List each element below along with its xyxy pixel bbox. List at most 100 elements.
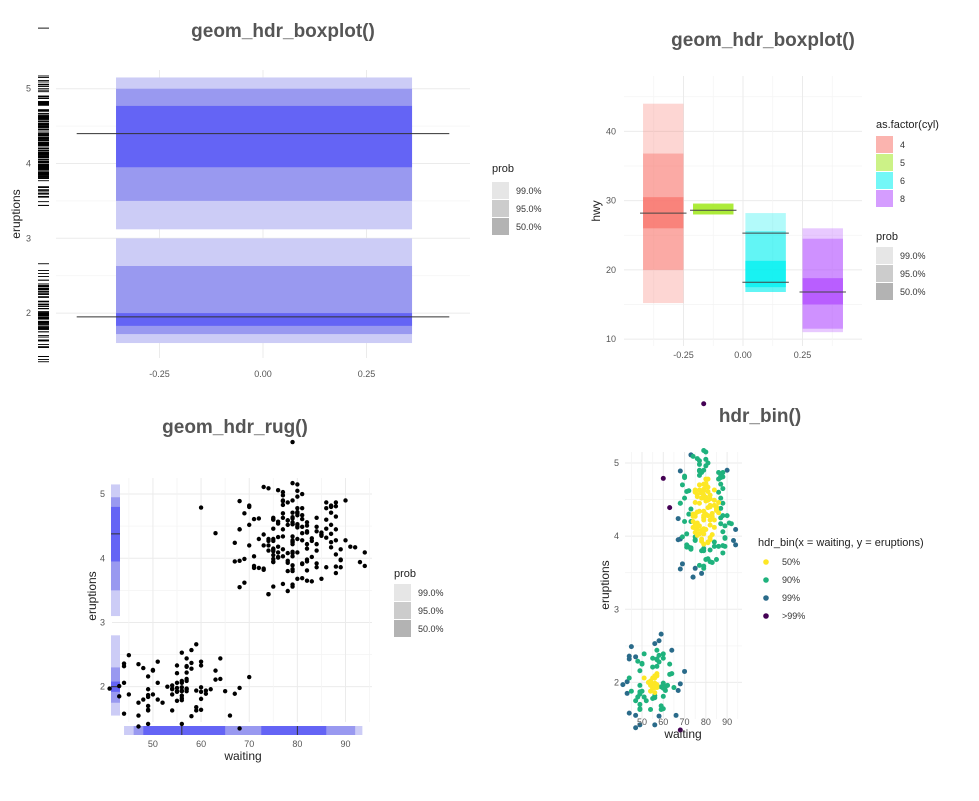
data-point-50% — [652, 690, 658, 696]
data-point — [150, 667, 156, 673]
data-point-99% — [692, 565, 698, 571]
data-point-50% — [707, 522, 713, 528]
data-point — [242, 511, 247, 516]
data-point-50% — [709, 513, 715, 519]
data-point — [309, 538, 315, 544]
data-point-50% — [713, 504, 719, 510]
data-point — [189, 647, 194, 653]
data-point — [299, 561, 305, 566]
data-point-90% — [696, 562, 702, 568]
data-point-90% — [654, 663, 660, 669]
data-point — [174, 685, 180, 691]
data-point — [198, 505, 204, 510]
data-point — [290, 510, 295, 515]
data-point-90% — [667, 661, 673, 667]
data-point-90% — [686, 488, 692, 494]
data-point-90% — [707, 547, 713, 553]
data-point — [179, 688, 185, 693]
data-point — [184, 678, 189, 684]
legend-label: 5 — [900, 158, 905, 168]
data-point — [174, 688, 180, 694]
legend-title: hdr_bin(x = waiting, y = eruptions) — [758, 537, 924, 549]
panel-1-title: geom_hdr_boxplot() — [191, 21, 375, 42]
data-point — [280, 502, 286, 508]
legend-key — [876, 136, 893, 153]
data-point — [352, 545, 358, 550]
data-point->99% — [701, 401, 707, 407]
legend-key — [394, 602, 411, 619]
data-point — [304, 546, 310, 551]
data-point-99% — [628, 644, 634, 650]
x-tick-label: 80 — [701, 717, 711, 727]
legend-label: 99.0% — [900, 251, 926, 261]
data-point — [304, 529, 310, 534]
data-point — [275, 550, 281, 555]
data-point-99% — [675, 687, 681, 693]
data-point-50% — [699, 536, 705, 542]
data-point — [319, 530, 324, 535]
data-point — [290, 541, 295, 547]
data-point — [271, 584, 276, 589]
data-point-90% — [650, 655, 656, 661]
data-point-90% — [701, 563, 707, 569]
data-point — [299, 524, 305, 529]
data-point — [247, 522, 252, 528]
data-point — [256, 565, 262, 571]
legend-key — [876, 283, 893, 300]
data-point — [242, 580, 247, 585]
data-point-50% — [701, 517, 707, 523]
x-tick-label: -0.25 — [673, 350, 694, 360]
y-tick-label: 3 — [100, 617, 105, 627]
legend-label: 95.0% — [516, 204, 542, 214]
hdr-region-50.0% — [116, 105, 413, 168]
data-point-90% — [639, 660, 645, 666]
data-point — [285, 588, 290, 594]
data-point — [117, 694, 122, 699]
data-point — [299, 531, 305, 536]
data-point — [266, 592, 271, 597]
data-point — [141, 697, 146, 702]
data-point — [237, 584, 242, 590]
data-point — [107, 686, 112, 691]
data-point — [256, 516, 262, 521]
legend-label: 90% — [782, 575, 800, 585]
data-point — [314, 515, 319, 521]
data-point — [242, 556, 247, 562]
data-point — [174, 698, 180, 704]
data-point — [290, 566, 295, 572]
data-point-90% — [696, 472, 702, 478]
data-point — [275, 488, 281, 493]
data-point-90% — [720, 500, 726, 506]
legend-title: prob — [394, 568, 416, 580]
data-point — [179, 685, 185, 690]
data-point-50% — [701, 531, 707, 537]
data-point-90% — [696, 461, 702, 467]
data-point — [309, 579, 315, 584]
data-point-50% — [707, 492, 713, 498]
data-point — [328, 503, 334, 508]
data-point — [295, 550, 300, 555]
legend-label: 99.0% — [418, 588, 444, 598]
data-point — [261, 532, 266, 537]
data-point — [194, 705, 199, 710]
data-point-90% — [686, 511, 692, 517]
data-point — [266, 548, 271, 553]
legend-label: 50.0% — [418, 624, 444, 634]
data-point-99% — [656, 638, 662, 644]
data-point-99% — [620, 682, 626, 688]
data-point-99% — [682, 668, 688, 674]
data-point — [184, 670, 189, 675]
data-point — [141, 665, 146, 671]
data-point — [189, 714, 194, 719]
data-point-90% — [682, 518, 688, 524]
data-point-99% — [669, 647, 675, 653]
x-tick-label: -0.25 — [149, 369, 170, 379]
legend-key — [763, 613, 769, 619]
data-point — [165, 684, 170, 689]
data-point — [169, 683, 175, 688]
legend-label: 8 — [900, 194, 905, 204]
rug-x-region — [143, 726, 226, 735]
legend-label: 95.0% — [900, 269, 926, 279]
data-point-50% — [692, 499, 698, 505]
legend-key — [394, 584, 411, 601]
